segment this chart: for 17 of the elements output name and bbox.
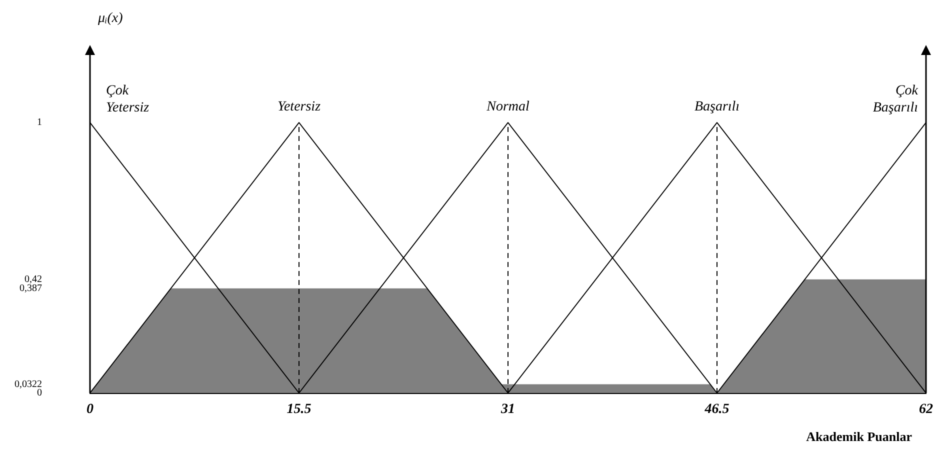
x-tick-label: 46.5	[704, 402, 730, 418]
x-tick-label: 0	[86, 402, 94, 418]
y-tick-label: 0,387	[20, 282, 42, 294]
y-axis-title: μᵢ(x)	[97, 11, 124, 26]
series-label: Çok Başarılı	[872, 84, 919, 116]
y-tick-label: 0	[37, 388, 42, 399]
y-tick-label: 0,42	[24, 274, 42, 286]
x-tick-label: 15.5	[286, 402, 312, 418]
x-tick-label: 62	[919, 402, 933, 418]
x-tick-label: 31	[500, 402, 515, 418]
y-tick-label: 1	[37, 117, 42, 128]
series-label: Çok Yetersiz	[106, 84, 150, 116]
x-axis-title: Akademik Puanlar	[806, 429, 912, 444]
y-tick-label: 0,0322	[14, 378, 42, 390]
series-label: Başarılı	[694, 100, 740, 115]
series-label: Yetersiz	[277, 100, 322, 115]
series-label: Normal	[486, 100, 530, 115]
